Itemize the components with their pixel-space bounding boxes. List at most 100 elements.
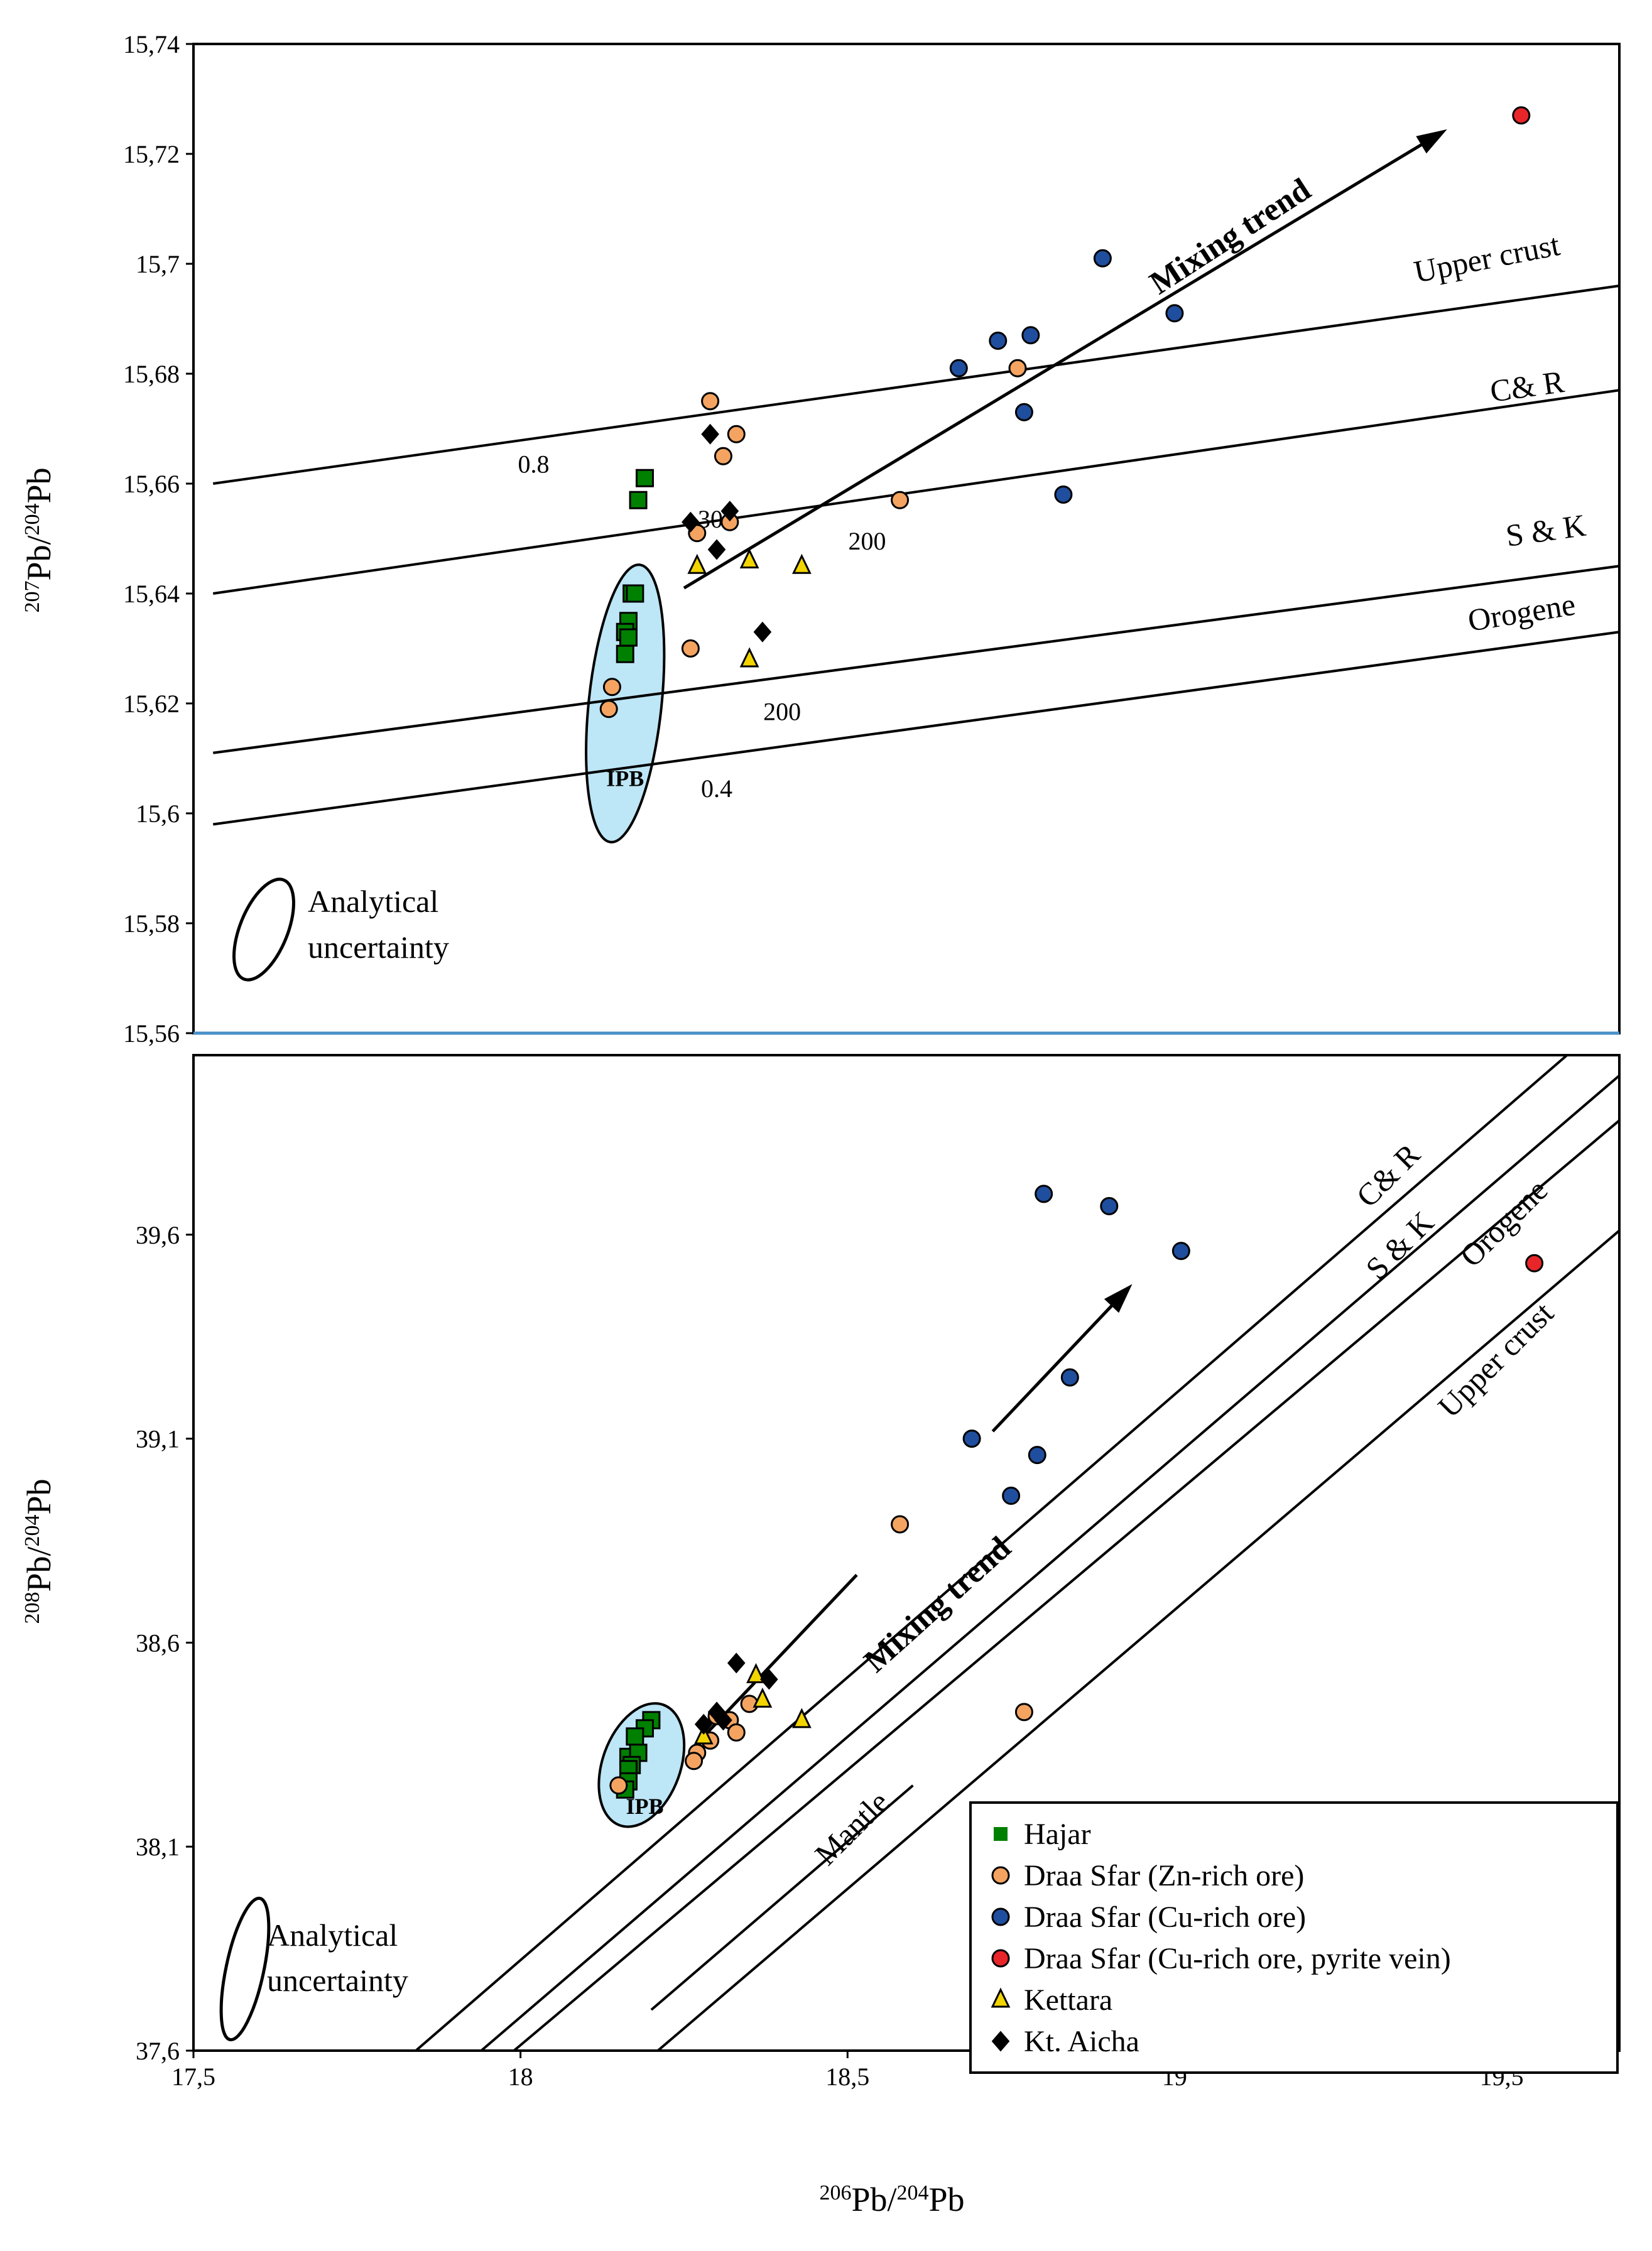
- data-point-kt-aicha: [760, 1669, 778, 1690]
- x-tick-label: 18: [508, 2063, 533, 2091]
- data-point-draa-sfar-cu-rich-ore: [1054, 485, 1073, 504]
- data-point-draa-sfar-cu-rich-ore-pyrite-vein: [1512, 106, 1531, 125]
- data-point-draa-sfar-cu-rich-ore: [1171, 1242, 1190, 1261]
- y-tick-label: 15,56: [123, 1019, 180, 1048]
- c-r-curve: [212, 389, 1620, 595]
- s-k-curve: [480, 1074, 1621, 2052]
- data-point-draa-sfar-zn-rich-ore: [891, 491, 910, 509]
- data-point-hajar: [626, 584, 644, 603]
- data-point-kt-aicha: [707, 539, 726, 560]
- data-point-hajar: [619, 628, 638, 647]
- data-point-kettara: [792, 553, 812, 574]
- data-point-kettara: [746, 1662, 766, 1683]
- data-point-draa-sfar-cu-rich-ore: [989, 332, 1008, 350]
- y-tick-label: 15,58: [123, 909, 180, 938]
- y-tick-label: 15,7: [136, 250, 180, 278]
- bottom-panel-frame: [192, 1054, 1621, 2052]
- c-r-label: C& R: [1488, 364, 1567, 409]
- data-point-kettara: [792, 1708, 812, 1728]
- top-panel: 15,74 15,72 15,7 15,68 15,66 15,64 15,62 15,6 15…: [123, 30, 1620, 1048]
- annotation-0-8: 0.8: [518, 450, 549, 479]
- svg-text:207Pb/204Pb: 207Pb/204Pb: [20, 467, 58, 612]
- s-k-curve: [212, 565, 1620, 754]
- legend-label-kt-aicha: Kt. Aicha: [1024, 2025, 1139, 2058]
- data-point-draa-sfar-cu-rich-ore: [1002, 1487, 1021, 1505]
- upper-crust-curve: [212, 285, 1620, 485]
- annotation-200: 200: [763, 697, 801, 725]
- y-tick-label: 15,74: [123, 30, 180, 58]
- data-point-draa-sfar-zn-rich-ore: [1008, 359, 1027, 377]
- y-tick-label: 39,1: [136, 1425, 180, 1453]
- top-y-axis-label: 207Pb/204Pb: [20, 467, 58, 612]
- mixing-trend-arrow: [991, 1286, 1130, 1433]
- y-tick-label: 15,68: [123, 360, 180, 388]
- upper-crust-label: Upper crust: [1431, 1295, 1560, 1424]
- data-point-kettara: [693, 1724, 714, 1745]
- data-point-draa-sfar-zn-rich-ore: [681, 639, 700, 658]
- data-point-draa-sfar-zn-rich-ore: [599, 700, 618, 719]
- data-point-draa-sfar-zn-rich-ore: [727, 425, 746, 443]
- data-point-draa-sfar-zn-rich-ore: [701, 392, 720, 411]
- y-tick-label: 38,1: [136, 1833, 180, 1861]
- mixing-trend-label: Mixing trend: [1143, 171, 1317, 301]
- data-point-draa-sfar-zn-rich-ore: [609, 1776, 628, 1795]
- legend-marker-draa-sfar-zn-rich-ore: [991, 1866, 1010, 1885]
- x-axis-label: 206Pb/204Pb: [819, 2181, 964, 2218]
- data-point-hajar: [635, 469, 654, 487]
- mixing-trend-label: Mixing trend: [857, 1530, 1018, 1679]
- y-tick-label: 39,6: [136, 1221, 180, 1249]
- uncertainty-ellipse: [219, 1896, 271, 2042]
- legend-box: [969, 1801, 1619, 2074]
- legend: Hajar Draa Sfar (Zn-rich ore) Draa Sfar (C…: [969, 1801, 1619, 2074]
- bottom-y-axis-label: 208Pb/204Pb: [20, 1478, 58, 1624]
- data-point-kettara: [739, 548, 759, 568]
- data-point-draa-sfar-cu-rich-ore: [1093, 249, 1112, 268]
- y-tick-label: 15,64: [123, 580, 180, 608]
- legend-marker-kettara: [991, 1987, 1011, 2008]
- legend-marker-draa-sfar-cu-rich-ore-pyrite-vein: [991, 1949, 1010, 1968]
- legend-marker-kt-aicha: [991, 2031, 1010, 2052]
- y-tick-label: 15,62: [123, 690, 180, 718]
- c-r-label: C& R: [1349, 1136, 1427, 1214]
- data-point-draa-sfar-cu-rich-ore: [962, 1429, 981, 1448]
- annotation-0-4: 0.4: [701, 774, 732, 803]
- uncertainty-label: Analytical: [267, 1917, 398, 1953]
- legend-label-draa-sfar-cu-rich-ore-pyrite-vein: Draa Sfar (Cu-rich ore, pyrite vein): [1024, 1942, 1451, 1975]
- upper-crust-curve: [657, 1229, 1621, 2052]
- data-point-draa-sfar-zn-rich-ore: [685, 1752, 704, 1771]
- ipb-field: [585, 563, 666, 843]
- annotation-200: 200: [849, 527, 886, 555]
- data-point-draa-sfar-zn-rich-ore: [714, 447, 732, 465]
- data-point-kettara: [687, 553, 707, 574]
- legend-label-draa-sfar-cu-rich-ore: Draa Sfar (Cu-rich ore): [1024, 1901, 1306, 1934]
- data-point-kettara: [739, 647, 759, 668]
- data-point-draa-sfar-zn-rich-ore: [1014, 1703, 1033, 1722]
- y-tick-label: 15,6: [136, 800, 180, 828]
- data-point-draa-sfar-cu-rich-ore: [1014, 403, 1033, 421]
- data-point-draa-sfar-cu-rich-ore: [1100, 1196, 1119, 1215]
- data-point-kt-aicha: [720, 501, 739, 522]
- data-point-draa-sfar-cu-rich-ore: [1165, 304, 1184, 323]
- data-point-draa-sfar-cu-rich-ore: [949, 359, 968, 377]
- data-point-kt-aicha: [701, 423, 719, 445]
- data-point-draa-sfar-cu-rich-ore: [1035, 1185, 1053, 1203]
- legend-label-draa-sfar-zn-rich-ore: Draa Sfar (Zn-rich ore): [1024, 1859, 1304, 1892]
- data-point-hajar: [616, 644, 634, 663]
- legend-marker-hajar: [994, 1827, 1008, 1841]
- mixing-trend-arrowhead: [1104, 1284, 1133, 1313]
- legend-label-kettara: Kettara: [1024, 1983, 1112, 2017]
- orogene-curve: [513, 1119, 1621, 2052]
- uncertainty-label: uncertainty: [267, 1963, 408, 1998]
- legend-marker-draa-sfar-cu-rich-ore: [991, 1907, 1010, 1926]
- data-point-draa-sfar-cu-rich-ore: [1028, 1446, 1046, 1465]
- svg-text:206Pb/204Pb: 206Pb/204Pb: [819, 2181, 964, 2218]
- data-point-kettara: [753, 1687, 773, 1708]
- mantle-curve: [650, 1784, 914, 2011]
- y-tick-label: 15,66: [123, 470, 180, 498]
- s-k-label: S & K: [1504, 507, 1588, 553]
- data-point-draa-sfar-zn-rich-ore: [727, 1723, 746, 1742]
- x-tick-label: 18,5: [825, 2063, 869, 2091]
- orogene-label: Orogene: [1465, 587, 1578, 638]
- uncertainty-label: uncertainty: [308, 930, 449, 965]
